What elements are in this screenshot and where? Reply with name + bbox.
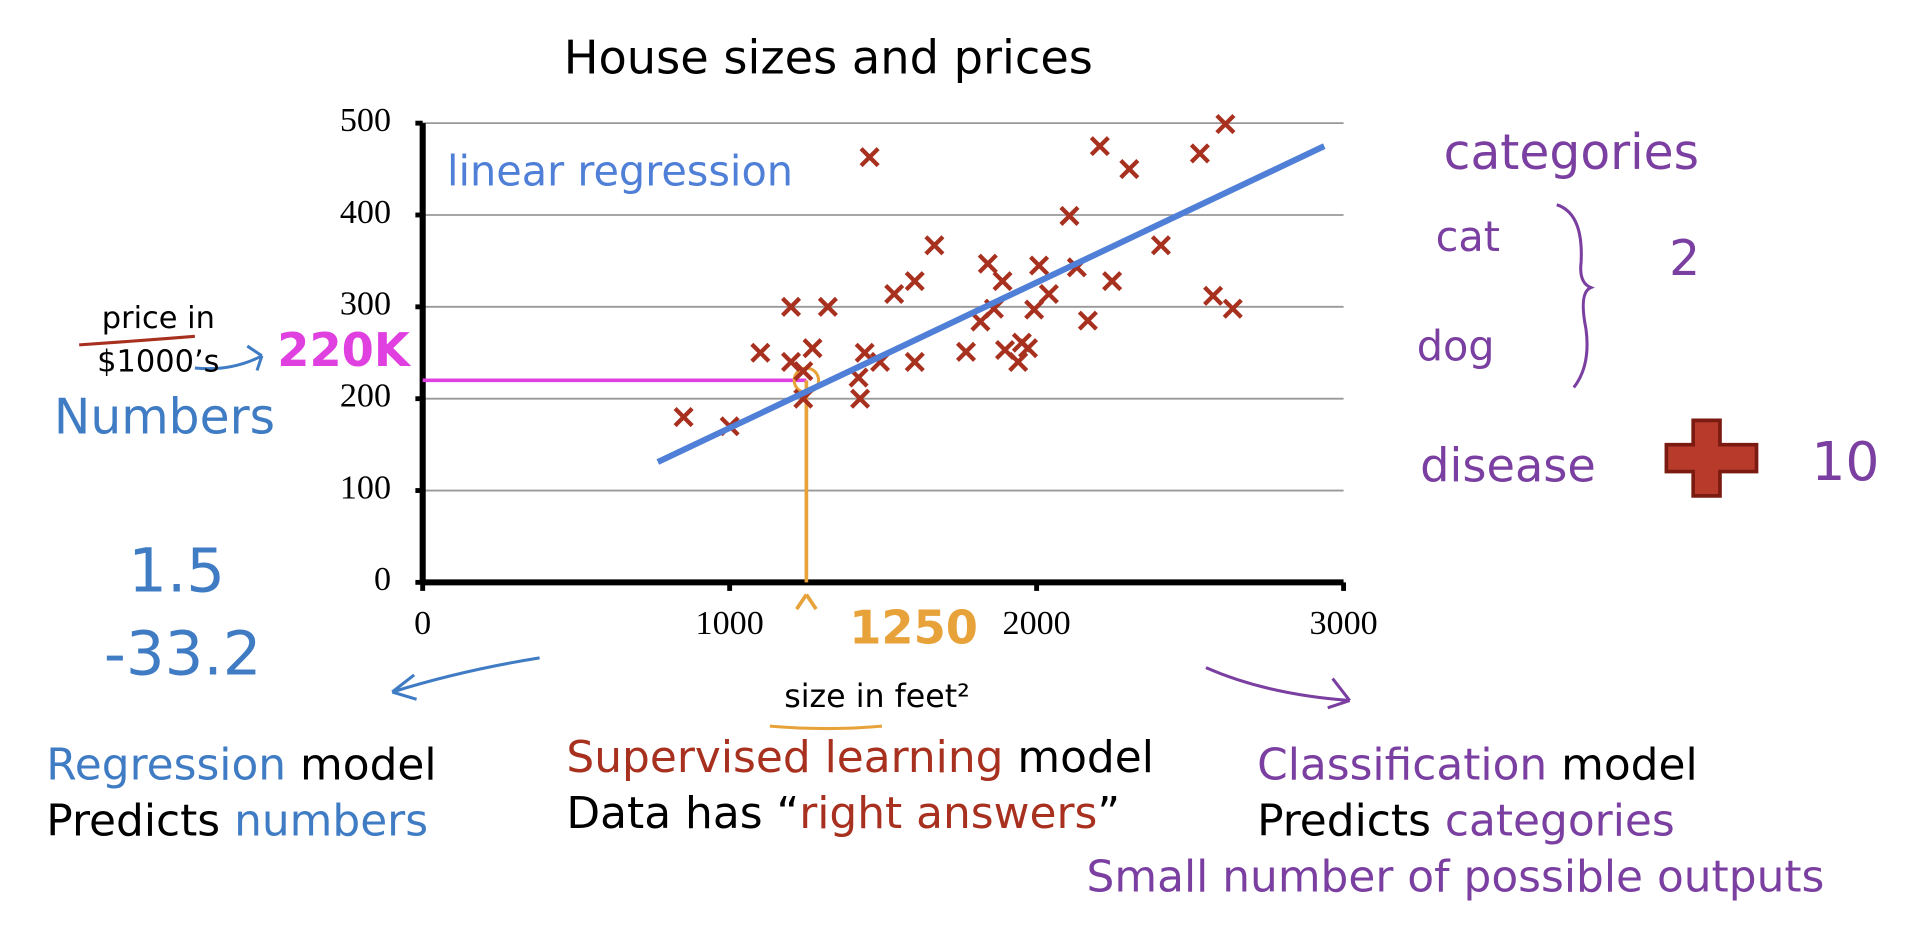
data-point [802,338,823,359]
regression-line [656,143,1326,465]
arrow [194,344,264,371]
data-point [1203,285,1224,306]
data-point [1150,235,1171,256]
annotation: -33.2 [104,618,262,689]
data-point [1017,338,1039,359]
caption: Predicts categories [1257,796,1675,847]
underline [769,724,883,731]
data-point [1102,271,1123,292]
data-point [1008,351,1029,372]
caption: Predicts numbers [46,796,428,847]
annotation: 10 [1811,430,1879,493]
data-point [904,271,925,292]
y-tick-label: 300 [340,286,391,323]
caption-part: right answers [799,788,1097,839]
data-point [1222,298,1243,319]
data-point [859,147,880,168]
data-point [850,388,871,409]
legend-label: linear regression [447,147,793,195]
brace [1556,203,1595,389]
caption-part: Regression [46,740,286,791]
y-axis-label: $1000’s [97,345,219,380]
data-point [1189,143,1210,164]
x-tick-label: 3000 [1309,605,1377,642]
data-point [750,342,771,363]
x-tick-label: 1000 [696,605,764,642]
caption-part: categories [1445,796,1675,847]
data-point [992,271,1013,292]
caption-part: model [1547,740,1697,791]
data-point [781,351,802,372]
caption-part: model [286,740,436,791]
annotation: cat [1436,213,1500,261]
data-point [904,351,925,372]
caption-part: ” [1097,788,1120,839]
data-point [673,407,694,428]
annotation: 2 [1669,231,1700,287]
caption-part: Predicts [1257,796,1445,847]
caption: Small number of possible outputs [1087,852,1825,903]
arrow [391,656,540,701]
annotation: disease [1420,439,1596,493]
caption-part: Data has “ [566,788,799,839]
data-point [793,361,814,382]
data-point [884,283,905,305]
x-tick-label: 0 [414,605,431,642]
caption-part: Small number of possible outputs [1087,852,1825,903]
data-point [955,341,977,362]
y-tick-label: 200 [340,378,391,415]
data-point [781,296,802,317]
annotation: categories [1444,125,1699,181]
x-tick-label: 2000 [1003,605,1071,642]
y-axis-label: price in [102,301,215,336]
data-point [1119,159,1140,180]
y-tick-label: 0 [374,561,391,598]
caption: Regression model [46,740,436,791]
underline [79,334,196,347]
data-point [924,235,945,256]
y-tick-label: 100 [340,469,391,506]
data-point [817,296,838,317]
highlight-label: 1250 [849,601,978,655]
caption-part: numbers [234,796,428,847]
caption-part: Classification [1257,740,1547,791]
data-point [977,253,998,274]
caption: Data has “right answers” [566,788,1120,839]
arrow [795,593,818,611]
data-point [1077,310,1098,331]
caption-part: model [1003,732,1153,783]
annotation: Numbers [54,389,275,445]
data-point [1024,299,1045,320]
chart-title: House sizes and prices [564,31,1093,85]
y-tick-label: 500 [340,102,391,139]
caption: Supervised learning model [566,732,1153,783]
caption-part: Predicts [46,796,234,847]
data-point [1059,205,1080,226]
data-point [1038,283,1059,305]
caption-part: Supervised learning [566,732,1003,783]
annotation: 1.5 [128,536,225,607]
highlight-label: 220K [277,323,412,377]
x-axis-label: size in feet² [784,679,970,715]
red-cross [1664,418,1759,498]
annotation: dog [1417,323,1495,371]
y-tick-label: 400 [340,194,391,231]
data-point [1089,136,1110,157]
caption: Classification model [1257,740,1698,791]
data-point [1215,114,1236,135]
data-point [1029,255,1050,276]
arrow [1205,666,1351,710]
